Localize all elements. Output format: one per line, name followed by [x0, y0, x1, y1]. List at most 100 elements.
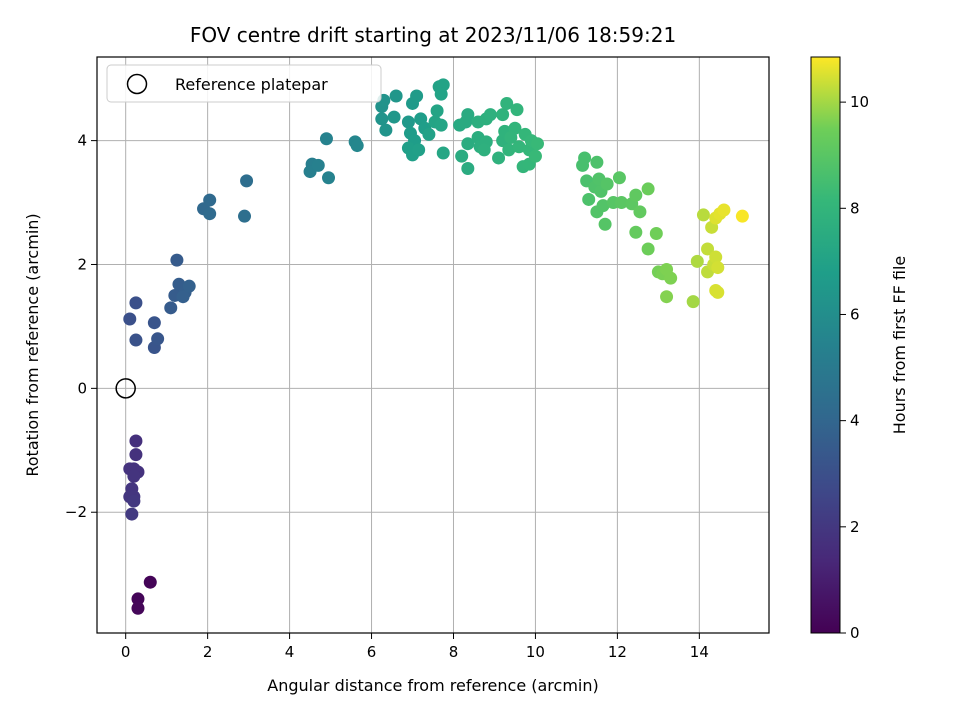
data-point [641, 242, 655, 256]
data-point [203, 207, 217, 221]
data-point [240, 174, 254, 188]
colorbar-tick-label: 2 [850, 518, 860, 536]
data-point [528, 149, 542, 163]
x-tick-label: 0 [121, 643, 131, 661]
data-point [131, 601, 145, 615]
data-point [461, 108, 475, 122]
colorbar-tick-label: 10 [850, 93, 869, 111]
legend-box [106, 64, 382, 103]
data-point [127, 469, 141, 483]
data-point [600, 177, 614, 191]
data-point [701, 242, 715, 256]
y-tick-label: −2 [65, 503, 87, 521]
data-point [410, 89, 424, 103]
colorbar-tick-label: 4 [850, 412, 860, 430]
x-tick-label: 10 [526, 643, 545, 661]
data-point [500, 96, 514, 110]
data-point [711, 261, 725, 275]
data-point [629, 225, 643, 239]
data-point [164, 301, 178, 315]
data-point [633, 205, 647, 219]
data-point [129, 434, 143, 448]
data-point [455, 149, 469, 163]
data-point [461, 137, 475, 151]
data-point [612, 171, 626, 185]
colorbar-ticks: 0 2 4 6 8 10 [840, 93, 869, 642]
data-point [430, 104, 444, 118]
y-tick-label: 0 [77, 379, 87, 397]
x-tick-label: 12 [608, 643, 627, 661]
data-point [129, 333, 143, 347]
data-point [641, 182, 655, 196]
data-point [125, 507, 139, 521]
y-tick-label: 4 [77, 132, 87, 150]
data-point [492, 151, 506, 165]
data-point [379, 123, 393, 137]
data-point [483, 108, 497, 122]
data-point [375, 112, 389, 126]
legend-marker-reference [126, 73, 148, 95]
data-point [422, 127, 436, 141]
y-tick-label: 2 [77, 255, 87, 273]
data-point [129, 296, 143, 310]
x-tick-label: 6 [367, 643, 377, 661]
data-point [129, 448, 143, 462]
data-point [596, 199, 610, 213]
data-point [461, 161, 475, 175]
colorbar-tick-label: 8 [850, 199, 860, 217]
data-point [434, 118, 448, 132]
data-point [717, 203, 731, 217]
x-tick-label: 4 [285, 643, 295, 661]
x-tick-label: 2 [203, 643, 213, 661]
data-point [578, 151, 592, 165]
data-point [170, 253, 184, 267]
data-point [709, 250, 723, 264]
data-point [401, 115, 415, 129]
x-axis-label: Angular distance from reference (arcmin) [267, 676, 598, 695]
data-point [614, 196, 628, 210]
data-point [319, 132, 333, 146]
data-point [660, 290, 674, 304]
colorbar-tick-label: 6 [850, 305, 860, 323]
data-point [143, 575, 157, 589]
data-point [530, 137, 544, 151]
data-point [182, 279, 196, 293]
data-point [502, 143, 516, 157]
data-point [434, 87, 448, 101]
data-point [147, 316, 161, 330]
reference-point [115, 378, 136, 399]
legend-label-reference: Reference platepar [175, 75, 328, 94]
data-point [311, 158, 325, 172]
colorbar-gradient [810, 56, 841, 634]
data-point [176, 290, 190, 304]
data-point [649, 227, 663, 241]
data-point [350, 139, 364, 153]
data-point [387, 110, 401, 124]
data-point [512, 140, 526, 154]
colorbar-label: Hours from first FF file [890, 256, 909, 435]
colorbar: 0 2 4 6 8 10 Hours from first FF file [810, 56, 909, 642]
data-point [389, 89, 403, 103]
data-point [690, 254, 704, 268]
data-point [238, 209, 252, 223]
y-axis-label: Rotation from reference (arcmin) [23, 213, 42, 476]
data-point [436, 146, 450, 160]
data-point [598, 217, 612, 231]
grid-lines [97, 57, 769, 633]
data-point [590, 155, 604, 169]
data-point [711, 285, 725, 299]
data-points [115, 78, 749, 615]
data-point [504, 131, 518, 145]
data-point [322, 171, 336, 185]
data-point [477, 143, 491, 157]
data-point [735, 209, 749, 223]
data-point [686, 295, 700, 309]
legend: Reference platepar [106, 64, 382, 103]
data-point [151, 332, 165, 346]
data-point [131, 592, 145, 606]
data-point [664, 271, 678, 285]
data-point [696, 208, 710, 222]
data-point [123, 312, 137, 326]
y-axis-ticks: −2 0 2 4 [65, 132, 97, 521]
